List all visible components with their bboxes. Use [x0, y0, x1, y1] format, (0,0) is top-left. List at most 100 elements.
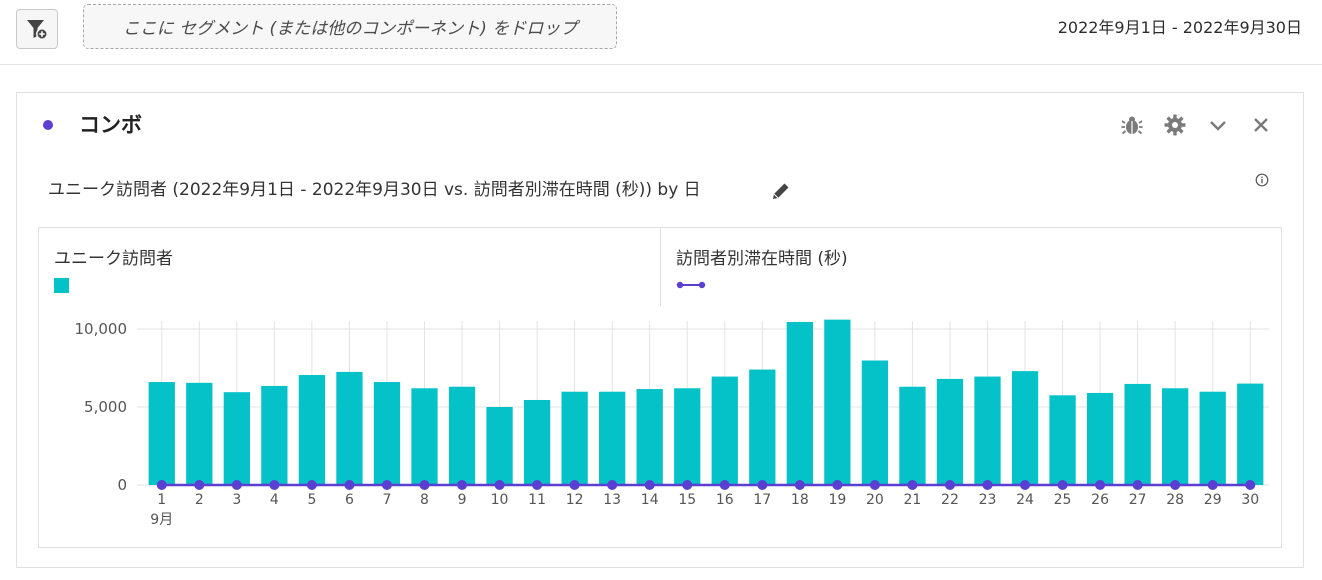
bar-9: [448, 386, 476, 485]
x-tick-label: 18: [791, 492, 809, 508]
x-tick-label: 19: [828, 492, 846, 508]
x-tick-label: 27: [1129, 492, 1147, 508]
bar-29: [1199, 391, 1226, 485]
x-tick-label: 20: [866, 492, 884, 508]
bar-23: [974, 376, 1001, 485]
combo-panel: コンボ: [16, 92, 1304, 568]
x-tick-label: 21: [904, 492, 922, 508]
point-2: [194, 480, 205, 490]
x-tick-label: 13: [603, 492, 621, 508]
point-30: [1245, 480, 1256, 490]
point-17: [757, 480, 768, 490]
add-filter-button[interactable]: [16, 9, 58, 49]
segment-dropzone[interactable]: ここに セグメント (または他のコンポーネント) をドロップ: [83, 4, 617, 49]
legend-item-time-spent[interactable]: 訪問者別滞在時間 (秒): [661, 228, 1281, 306]
x-tick-label: 7: [383, 492, 392, 508]
x-tick-label: 8: [420, 492, 429, 508]
dropzone-text: ここに セグメント (または他のコンポーネント) をドロップ: [122, 19, 578, 39]
x-tick-label: 22: [941, 492, 959, 508]
bar-14: [636, 389, 663, 485]
chevron-down-icon[interactable]: [1206, 113, 1230, 137]
legend-swatch-bar: [54, 278, 69, 293]
panel-actions: [1120, 113, 1273, 137]
point-22: [944, 480, 955, 490]
bar-28: [1162, 388, 1189, 485]
chart-area: ユニーク訪問者 訪問者別滞在時間 (秒) 0 5,000 10,000 1 2 3 4 5 6 7…: [38, 227, 1282, 548]
x-tick-label: 28: [1166, 492, 1184, 508]
point-21: [907, 480, 918, 490]
point-10: [494, 480, 505, 490]
x-tick-label: 5: [307, 492, 316, 508]
filter-add-icon: [27, 20, 48, 40]
bar-20: [861, 360, 889, 485]
bar-7: [373, 382, 401, 485]
point-7: [381, 480, 392, 490]
bar-17: [749, 369, 776, 485]
bar-11: [523, 399, 551, 485]
bar-26: [1086, 392, 1114, 485]
visualization-subtitle: ユニーク訪問者 (2022年9月1日 - 2022年9月30日 vs. 訪問者別…: [48, 180, 701, 200]
point-24: [1020, 480, 1031, 490]
close-icon[interactable]: [1249, 113, 1273, 137]
point-14: [644, 480, 655, 490]
bar-25: [1049, 395, 1076, 485]
point-16: [719, 480, 730, 490]
x-tick-label: 26: [1091, 492, 1109, 508]
x-tick-label: 15: [678, 492, 696, 508]
bar-19: [824, 319, 851, 485]
legend-item-unique-visitors[interactable]: ユニーク訪問者: [39, 228, 661, 306]
x-tick-label: 6: [345, 492, 354, 508]
bar-27: [1124, 383, 1151, 485]
point-6: [344, 480, 355, 490]
point-28: [1170, 480, 1181, 490]
bar-30: [1237, 383, 1264, 485]
y-tick-label: 0: [117, 476, 127, 494]
bar-4: [261, 385, 288, 485]
x-tick-label: 30: [1241, 492, 1259, 508]
y-tick-label: 5,000: [84, 398, 127, 416]
gear-icon[interactable]: [1163, 113, 1187, 137]
panel-title: コンボ: [79, 113, 142, 137]
x-tick-label: 16: [716, 492, 734, 508]
y-tick-label: 10,000: [75, 320, 128, 338]
point-1: [156, 480, 167, 490]
point-9: [457, 480, 468, 490]
x-tick-label: 12: [566, 492, 584, 508]
bar-18: [786, 321, 813, 485]
point-20: [869, 480, 880, 490]
point-4: [269, 480, 280, 490]
x-tick-label: 25: [1054, 492, 1072, 508]
date-range[interactable]: 2022年9月1日 - 2022年9月30日: [1057, 18, 1302, 37]
bar-1: [148, 382, 175, 485]
x-tick-label: 2: [195, 492, 204, 508]
bar-10: [486, 407, 513, 485]
point-5: [306, 480, 317, 490]
x-tick-label: 1: [157, 492, 166, 508]
x-tick-label: 10: [491, 492, 509, 508]
point-11: [532, 480, 543, 490]
bar-6: [336, 371, 363, 485]
bar-16: [711, 376, 738, 485]
bar-3: [223, 392, 250, 485]
bar-2: [186, 382, 213, 485]
bar-21: [899, 386, 926, 485]
x-month-label: 9月: [150, 512, 173, 528]
legend-label-unique-visitors: ユニーク訪問者: [54, 249, 173, 269]
point-18: [794, 480, 805, 490]
x-tick-label: 4: [270, 492, 279, 508]
point-25: [1057, 480, 1068, 490]
point-13: [607, 480, 618, 490]
bar-22: [936, 378, 964, 485]
x-tick-label: 9: [458, 492, 467, 508]
info-icon[interactable]: [1255, 173, 1269, 187]
point-3: [231, 480, 242, 490]
bug-icon[interactable]: [1120, 113, 1144, 137]
panel-status-dot: [43, 120, 53, 130]
point-23: [982, 480, 993, 490]
bar-5: [298, 375, 326, 485]
legend-label-time-spent: 訪問者別滞在時間 (秒): [676, 249, 848, 269]
pencil-icon[interactable]: [769, 179, 793, 203]
x-tick-label: 29: [1204, 492, 1222, 508]
point-15: [682, 480, 693, 490]
